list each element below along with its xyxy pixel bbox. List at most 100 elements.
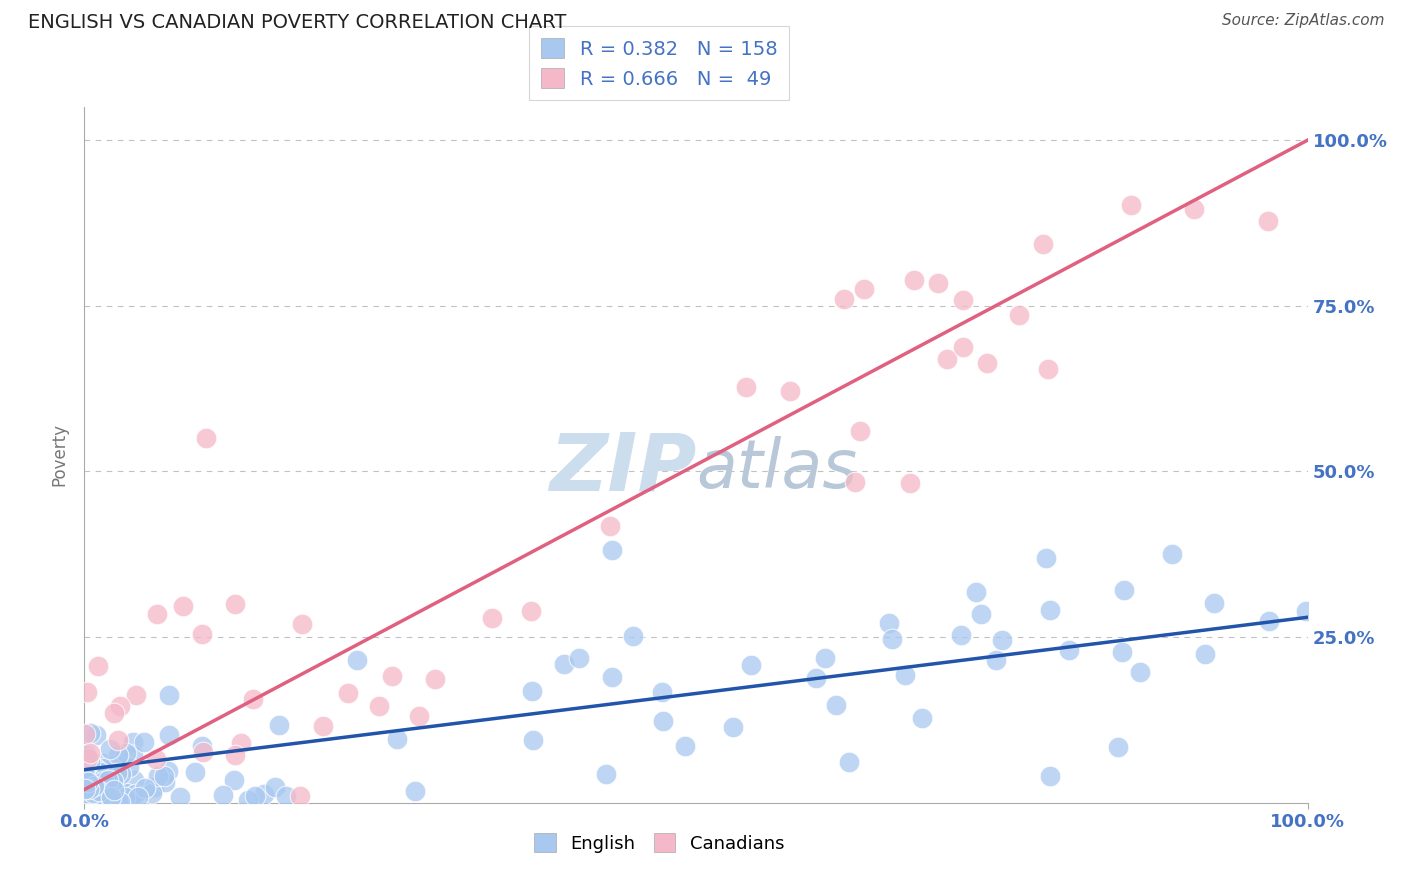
Point <box>1039 769 1062 783</box>
Point <box>124 787 146 801</box>
Point <box>141 786 163 800</box>
Point <box>157 688 180 702</box>
Point <box>82 786 104 800</box>
Point <box>100 792 122 806</box>
Point <box>1035 550 1057 565</box>
Point <box>77 782 100 797</box>
Y-axis label: Poverty: Poverty <box>51 424 69 486</box>
Point <box>91 780 114 794</box>
Point <box>76 774 98 789</box>
Point <box>1107 740 1129 755</box>
Point <box>127 790 149 805</box>
Point <box>950 628 973 642</box>
Point <box>83 789 105 803</box>
Point <box>103 706 125 720</box>
Point <box>148 769 170 783</box>
Point <box>76 780 98 794</box>
Point <box>121 735 143 749</box>
Point <box>651 714 673 728</box>
Point <box>193 745 215 759</box>
Point <box>73 749 96 764</box>
Point <box>599 519 621 533</box>
Point <box>404 784 426 798</box>
Point <box>312 719 335 733</box>
Point <box>86 763 108 777</box>
Point <box>825 698 848 713</box>
Point <box>336 686 359 700</box>
Point <box>100 789 122 804</box>
Point <box>1121 198 1143 212</box>
Point <box>96 777 118 791</box>
Point <box>76 796 98 810</box>
Point <box>290 789 312 804</box>
Point <box>1036 362 1059 376</box>
Text: ENGLISH VS CANADIAN POVERTY CORRELATION CHART: ENGLISH VS CANADIAN POVERTY CORRELATION … <box>28 13 567 32</box>
Point <box>89 792 111 806</box>
Point <box>191 627 214 641</box>
Point <box>77 765 100 780</box>
Point <box>76 751 98 765</box>
Point <box>76 748 98 763</box>
Point <box>1258 615 1281 629</box>
Point <box>108 792 131 806</box>
Point <box>93 761 115 775</box>
Point <box>387 732 409 747</box>
Point <box>93 773 115 788</box>
Point <box>595 767 617 781</box>
Point <box>367 698 389 713</box>
Point <box>1039 603 1062 617</box>
Text: Source: ZipAtlas.com: Source: ZipAtlas.com <box>1222 13 1385 29</box>
Point <box>935 351 957 366</box>
Point <box>110 783 132 797</box>
Point <box>231 736 253 750</box>
Point <box>84 761 107 775</box>
Point <box>122 790 145 805</box>
Point <box>89 765 111 780</box>
Point <box>73 796 96 810</box>
Point <box>157 729 180 743</box>
Point <box>80 792 103 806</box>
Point <box>91 756 114 771</box>
Point <box>73 764 96 778</box>
Point <box>122 772 145 787</box>
Point <box>73 727 96 741</box>
Point <box>80 773 103 788</box>
Point <box>965 585 987 599</box>
Point <box>1111 645 1133 659</box>
Point <box>101 778 124 792</box>
Point <box>673 739 696 754</box>
Point <box>110 698 132 713</box>
Point <box>101 774 124 789</box>
Point <box>267 718 290 732</box>
Point <box>122 748 145 763</box>
Point <box>832 293 855 307</box>
Point <box>1032 236 1054 251</box>
Point <box>77 776 100 790</box>
Point <box>86 658 108 673</box>
Point <box>97 781 120 796</box>
Point <box>79 755 101 769</box>
Point <box>76 753 98 767</box>
Point <box>243 789 266 804</box>
Point <box>721 720 744 734</box>
Point <box>976 356 998 370</box>
Point <box>97 772 120 787</box>
Point <box>877 615 900 630</box>
Point <box>89 789 111 803</box>
Point <box>481 610 503 624</box>
Point <box>76 748 98 763</box>
Point <box>1295 604 1317 618</box>
Point <box>740 657 762 672</box>
Text: atlas: atlas <box>696 436 858 502</box>
Point <box>1129 665 1152 679</box>
Point <box>157 764 180 778</box>
Point <box>838 756 860 770</box>
Point <box>93 773 115 788</box>
Point <box>77 789 100 803</box>
Point <box>1202 596 1225 610</box>
Point <box>600 669 623 683</box>
Point <box>568 650 591 665</box>
Point <box>73 772 96 786</box>
Point <box>893 668 915 682</box>
Point <box>1007 308 1029 322</box>
